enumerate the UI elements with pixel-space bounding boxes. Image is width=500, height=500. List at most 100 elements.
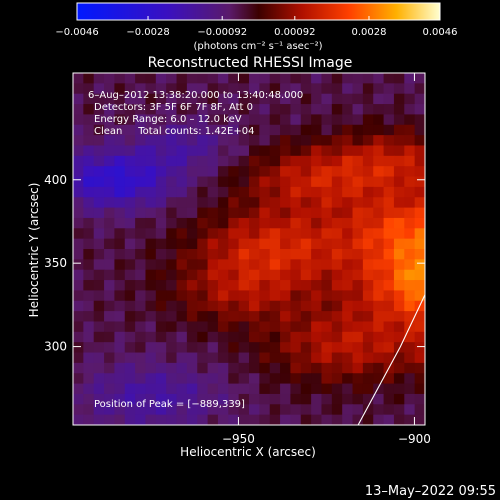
heatmap-cell <box>352 155 364 167</box>
heatmap-cell <box>104 342 116 354</box>
heatmap-cell <box>176 311 188 323</box>
heatmap-cell <box>393 176 405 188</box>
heatmap-cell <box>114 155 126 167</box>
heatmap-cell <box>280 104 292 116</box>
heatmap-cell <box>135 176 147 188</box>
heatmap-cell <box>259 249 271 260</box>
heatmap-cell <box>238 373 250 385</box>
heatmap-cell <box>342 321 354 333</box>
annotation-detectors: Detectors: 3F 5F 6F 7F 8F, Att 0 <box>94 102 253 113</box>
heatmap-cell <box>238 404 250 416</box>
heatmap-cell <box>414 176 425 188</box>
heatmap-cell <box>155 331 167 343</box>
heatmap-cell <box>217 249 229 260</box>
heatmap-cell <box>166 259 178 271</box>
heatmap-cell <box>311 238 323 250</box>
heatmap-cell <box>404 311 416 323</box>
heatmap-cell <box>300 217 312 229</box>
heatmap-cell <box>373 176 385 188</box>
heatmap-cell <box>124 186 136 198</box>
heatmap-cell <box>393 362 405 374</box>
heatmap-cell <box>383 280 395 292</box>
heatmap-cell <box>73 145 84 157</box>
heatmap-cell <box>249 207 260 219</box>
heatmap-cell <box>124 155 136 167</box>
heatmap-cell <box>176 404 188 416</box>
heatmap-cell <box>393 290 405 302</box>
heatmap-cell <box>269 73 281 84</box>
heatmap-cell <box>93 342 105 354</box>
heatmap-cell <box>186 124 198 136</box>
heatmap-cell <box>290 300 302 312</box>
heatmap-cell <box>176 362 188 374</box>
heatmap-cell <box>311 124 323 136</box>
heatmap-cell <box>393 393 405 405</box>
heatmap-cell <box>280 290 292 302</box>
heatmap-cell <box>404 135 416 147</box>
heatmap-cell <box>166 135 178 147</box>
heatmap-cell <box>155 186 167 198</box>
heatmap-cell <box>311 280 323 292</box>
heatmap-cell <box>93 362 105 374</box>
heatmap-cell <box>186 166 198 178</box>
heatmap-cell <box>393 321 405 333</box>
heatmap-cell <box>238 124 250 136</box>
heatmap-cell <box>93 93 105 105</box>
heatmap-cell <box>373 238 385 250</box>
heatmap-cell <box>404 217 416 229</box>
heatmap-cell <box>290 145 302 157</box>
heatmap-cell <box>321 186 333 198</box>
heatmap-cell <box>104 414 116 425</box>
heatmap-cell <box>290 238 302 250</box>
heatmap-cell <box>383 166 395 178</box>
heatmap-cell <box>207 166 219 178</box>
heatmap-cell <box>166 311 178 323</box>
heatmap-cell <box>166 207 178 219</box>
heatmap-cell <box>186 197 198 209</box>
heatmap-cell <box>383 93 395 105</box>
heatmap-cell <box>352 197 364 209</box>
heatmap-cell <box>321 176 333 188</box>
heatmap-cell <box>352 217 364 229</box>
y-tick-label: 350 <box>44 256 67 270</box>
heatmap-cell <box>207 311 219 323</box>
heatmap-cell <box>145 238 157 250</box>
heatmap-cell <box>342 73 354 84</box>
heatmap-cell <box>186 414 198 425</box>
heatmap-cell <box>197 73 209 84</box>
heatmap-cell <box>311 73 323 84</box>
heatmap-cell <box>124 104 136 116</box>
heatmap-cell <box>311 393 323 405</box>
heatmap-cell <box>145 373 157 385</box>
heatmap-cell <box>373 166 385 178</box>
heatmap-cell <box>404 83 416 95</box>
heatmap-cell <box>217 290 229 302</box>
heatmap-cell <box>83 114 95 126</box>
heatmap-cell <box>342 93 354 105</box>
heatmap-cell <box>104 186 116 198</box>
heatmap-cell <box>176 145 188 157</box>
heatmap-cell <box>197 207 209 219</box>
heatmap-cell <box>393 331 405 343</box>
heatmap-cell <box>393 238 405 250</box>
heatmap-cell <box>404 197 416 209</box>
heatmap-cell <box>342 290 354 302</box>
heatmap-cell <box>207 104 219 116</box>
heatmap-cell <box>207 176 219 188</box>
heatmap-cell <box>228 238 240 250</box>
heatmap-cell <box>207 352 219 364</box>
heatmap-cell <box>404 145 416 157</box>
heatmap-cell <box>135 114 147 126</box>
heatmap-cell <box>166 176 178 188</box>
heatmap-cell <box>321 373 333 385</box>
heatmap-cell <box>145 145 157 157</box>
heatmap-cell <box>352 207 364 219</box>
heatmap-cell <box>383 217 395 229</box>
heatmap-cell <box>83 259 95 271</box>
heatmap-cell <box>362 145 374 157</box>
heatmap-cell <box>249 238 260 250</box>
heatmap-cell <box>414 342 425 354</box>
heatmap-cell <box>321 124 333 136</box>
heatmap-cell <box>259 269 271 281</box>
heatmap-cell <box>217 373 229 385</box>
